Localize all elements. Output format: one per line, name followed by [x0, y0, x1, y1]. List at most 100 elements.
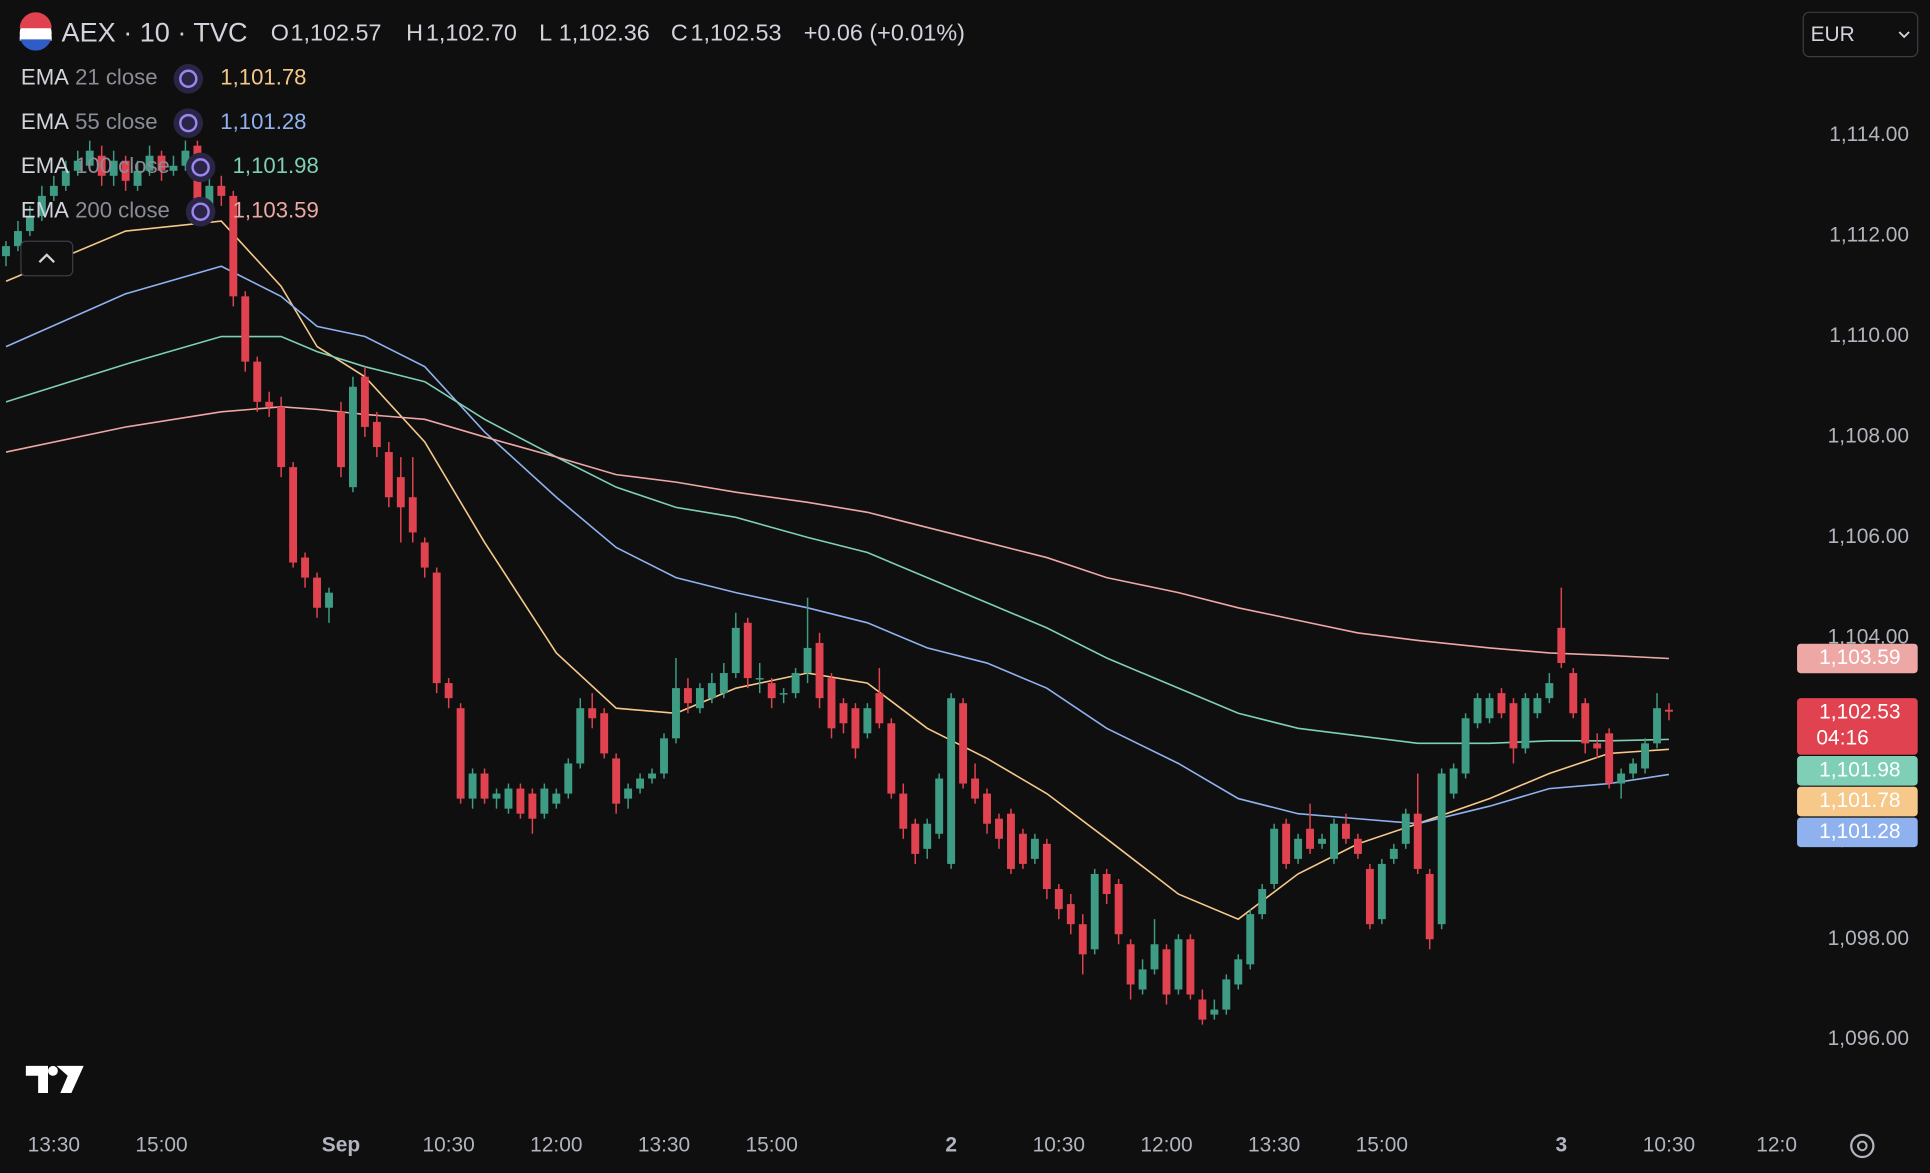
- candle-body: [504, 788, 513, 809]
- candle-body: [1617, 773, 1626, 784]
- x-tick-label: 15:00: [1356, 1133, 1408, 1156]
- candle-body: [1318, 838, 1326, 844]
- x-tick-label: 12:00: [1140, 1133, 1192, 1156]
- candle-body: [1234, 959, 1243, 985]
- candle-body: [983, 793, 991, 824]
- legend-icon[interactable]: [185, 196, 216, 227]
- legend-icon-ring[interactable]: [191, 158, 210, 177]
- candle-body: [1365, 868, 1374, 925]
- currency[interactable]: EUR: [1811, 23, 1855, 46]
- candle-body: [396, 477, 405, 508]
- x-tick-label: 3: [1555, 1133, 1567, 1156]
- tv-logo[interactable]: [25, 1065, 84, 1093]
- candle-body: [1126, 944, 1135, 985]
- ohlc-change: +0.06 (+0.01%): [804, 20, 965, 46]
- candle-body: [73, 160, 82, 171]
- candle-body: [959, 703, 968, 784]
- candle-body: [1653, 708, 1661, 744]
- candle-body: [779, 693, 788, 695]
- candle-body: [456, 708, 465, 799]
- candle-body: [707, 683, 716, 699]
- candle-body: [169, 165, 178, 171]
- candle-body: [253, 361, 262, 402]
- legend-icon-ring[interactable]: [179, 113, 198, 133]
- candle-body: [109, 160, 118, 176]
- candle-body: [612, 758, 621, 804]
- symbol: AEX · 10 · TVC: [62, 17, 248, 48]
- y-tick-label: 1,114.00: [1829, 123, 1909, 146]
- legend-params: 21 close: [75, 65, 157, 90]
- price-tag-label: 1,101.98: [1819, 758, 1900, 781]
- flag-white: [19, 35, 52, 41]
- x-tick-label: 2: [945, 1133, 957, 1156]
- candle-body: [2, 246, 10, 257]
- candle-body: [444, 683, 453, 699]
- candle-body: [552, 793, 561, 804]
- price-tag: [1797, 756, 1918, 786]
- candle-body: [1102, 873, 1111, 895]
- candle-body: [1389, 848, 1398, 859]
- ohlc-key: H: [406, 20, 423, 46]
- candle-body: [360, 376, 369, 427]
- candle-body: [1018, 833, 1027, 864]
- x-tick-label: 10:30: [422, 1133, 474, 1156]
- legend-icon[interactable]: [173, 64, 204, 94]
- collapse-icon[interactable]: [38, 253, 55, 263]
- candle-body: [1629, 763, 1638, 774]
- candle-body: [133, 170, 142, 186]
- legend-icon-ring[interactable]: [179, 69, 198, 89]
- candle-body: [325, 592, 333, 608]
- candle-body: [181, 150, 190, 166]
- ohlc-key: O: [271, 20, 289, 46]
- candle-body: [289, 467, 298, 563]
- collapse-button[interactable]: [20, 240, 74, 277]
- legend-name: EMA: [21, 153, 69, 178]
- candle-body: [624, 788, 633, 799]
- price-tag: [1797, 698, 1918, 755]
- y-tick-label: 1,110.00: [1829, 324, 1909, 347]
- currency-caret[interactable]: [1898, 31, 1910, 39]
- settings-icon[interactable]: [1850, 1133, 1875, 1159]
- legend-icon[interactable]: [185, 152, 216, 183]
- candle-body: [767, 683, 776, 699]
- legend-value: 1,103.59: [233, 198, 319, 223]
- candle-body: [1246, 914, 1255, 965]
- candle-body: [875, 693, 884, 724]
- legend-params: 100 close: [75, 153, 170, 178]
- x-tick-label: 12:00: [530, 1133, 582, 1156]
- settings-icon-center[interactable]: [1857, 1140, 1868, 1152]
- candle-body: [1605, 733, 1614, 784]
- candle-body: [540, 788, 549, 814]
- x-tick-label: 10:30: [1643, 1133, 1695, 1156]
- candle-body: [1007, 813, 1015, 869]
- candle-body: [1186, 939, 1195, 995]
- candle-body: [205, 185, 214, 206]
- candle-body: [1030, 838, 1039, 859]
- candle-body: [564, 763, 573, 794]
- candle-body: [1198, 999, 1207, 1020]
- candle-body: [648, 773, 656, 779]
- x-tick-label: 15:00: [135, 1133, 187, 1156]
- candle-body: [827, 678, 836, 729]
- candle-body: [995, 818, 1003, 839]
- legend-icon[interactable]: [173, 108, 204, 138]
- candle-body: [1150, 944, 1159, 970]
- legend-icon-ring[interactable]: [191, 202, 210, 221]
- legend-name: EMA: [21, 109, 69, 134]
- candle-body: [1425, 873, 1434, 940]
- candle-body: [851, 708, 860, 749]
- y-tick-label: 1,098.00: [1828, 927, 1909, 950]
- currency-box[interactable]: [1802, 11, 1919, 58]
- candle-body: [157, 155, 166, 171]
- tv-logo-dot[interactable]: [48, 1065, 58, 1076]
- candle-body: [217, 185, 226, 196]
- candle-body: [13, 231, 22, 247]
- candle-body: [420, 542, 429, 568]
- candle-body: [1078, 924, 1087, 955]
- candle-body: [528, 793, 537, 819]
- candle-body: [1557, 627, 1566, 664]
- candle-body: [1569, 673, 1578, 714]
- candle-body: [1485, 698, 1494, 719]
